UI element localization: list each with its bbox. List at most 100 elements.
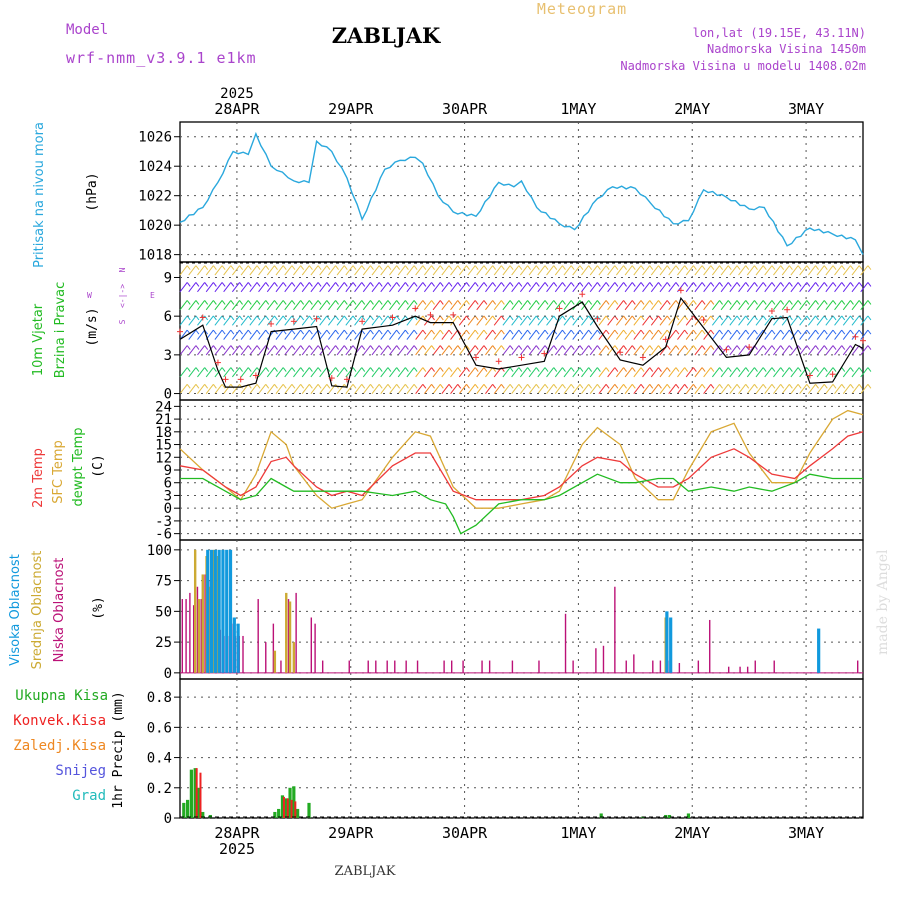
- wind-barb-flag: [823, 300, 828, 305]
- wind-barb: [738, 345, 747, 356]
- wind-barb: [223, 315, 232, 326]
- wind-barb: [668, 345, 677, 356]
- wind-barb-flag: [195, 282, 200, 287]
- wind-barb: [371, 315, 380, 326]
- wind-barb-flag: [719, 383, 723, 389]
- model-label: Model: [66, 22, 108, 38]
- wind-barb-flag: [195, 315, 200, 321]
- wind-barb: [458, 345, 467, 356]
- wind-barb: [773, 367, 782, 378]
- wind-barb: [179, 300, 188, 311]
- wind-barb: [659, 315, 668, 326]
- wind-barb-flag: [343, 345, 348, 350]
- wind-barb: [415, 329, 424, 340]
- wind-barb: [188, 329, 197, 340]
- y-tick-label: 18: [155, 425, 172, 441]
- wind-barb: [441, 367, 450, 378]
- wind-barb: [362, 367, 371, 378]
- wind-barb: [319, 300, 328, 311]
- wind-barb-flag: [570, 265, 575, 270]
- wind-barb-flag: [570, 329, 575, 335]
- wind-barb-flag: [265, 315, 270, 321]
- wind-barb-flag: [186, 300, 191, 305]
- wind-barb: [519, 265, 528, 276]
- wind-barb: [380, 300, 389, 311]
- cloud-bar: [201, 574, 204, 673]
- wind-barb-flag: [736, 282, 741, 287]
- wind-barb: [493, 265, 502, 276]
- panel-frames: [179, 121, 864, 819]
- wind-barb: [205, 300, 214, 311]
- wind-barb-flag: [509, 282, 514, 287]
- wind-barb: [188, 345, 197, 356]
- wind-barb: [354, 315, 363, 326]
- wind-barb-flag: [570, 345, 575, 350]
- wind-barb: [214, 300, 223, 311]
- wind-barb: [362, 315, 371, 326]
- wind-barb: [581, 265, 590, 276]
- wind-barb-flag: [710, 383, 715, 389]
- wind-barb: [519, 367, 528, 378]
- wind-barb-flag: [701, 383, 706, 389]
- wind-barb: [214, 329, 223, 340]
- wind-barb-flag: [806, 315, 811, 321]
- wind-barb-flag: [588, 282, 593, 287]
- wind-barb: [458, 300, 467, 311]
- wind-barb: [223, 329, 232, 340]
- wind-barb-flag: [605, 315, 610, 321]
- wind-barb-flag: [867, 383, 872, 389]
- wind-barb: [519, 300, 528, 311]
- wind-barb: [851, 383, 860, 394]
- sfc-temp-line: [179, 409, 864, 509]
- wind-barb-flag: [466, 265, 470, 270]
- wind-barb: [467, 315, 476, 326]
- wind-barb-flag: [588, 367, 593, 372]
- wind-barb: [354, 367, 363, 378]
- wind-barb-flag: [745, 282, 750, 287]
- wind-barb: [668, 383, 677, 394]
- wind-barb-flag: [649, 282, 654, 287]
- precip-conv-bar: [286, 798, 289, 818]
- wind-barb: [860, 367, 869, 378]
- wind-barb: [423, 367, 432, 378]
- wind-barb-flag: [631, 282, 636, 287]
- wind-barb: [511, 265, 520, 276]
- wind-barb: [406, 282, 415, 293]
- wind-barb-flag: [291, 367, 296, 372]
- wind-barb: [572, 315, 581, 326]
- wind-barb-flag: [186, 367, 191, 372]
- wind-barb-flag: [370, 329, 374, 335]
- wind-barb-flag: [352, 315, 357, 321]
- wind-barb-flag: [343, 282, 348, 287]
- wind-barb-flag: [736, 329, 741, 335]
- wind-barb: [511, 383, 520, 394]
- wind-barb-flag: [308, 315, 313, 321]
- wind-barb: [755, 282, 764, 293]
- wind-barb-flag: [431, 345, 435, 350]
- bottom-day-label: 29APR: [328, 824, 374, 842]
- wind-barb: [197, 345, 206, 356]
- wind-barb-flag: [239, 329, 243, 335]
- wind-barb: [319, 265, 328, 276]
- wind-barb-flag: [457, 367, 462, 372]
- wind-barb-flag: [596, 383, 601, 389]
- wind-barb: [345, 315, 354, 326]
- wind-barb: [738, 315, 747, 326]
- wind-unit: (m/s): [85, 307, 100, 346]
- wind-barb-flag: [300, 367, 305, 372]
- wind-barb: [773, 383, 782, 394]
- y-tick-label: 0: [164, 387, 172, 403]
- wind-barb: [249, 282, 258, 293]
- cloud-bar: [614, 586, 616, 673]
- wind-barb: [188, 367, 197, 378]
- wind-barb-flag: [640, 300, 645, 305]
- wind-barb: [502, 282, 511, 293]
- wind-barb: [327, 282, 336, 293]
- wind-barb: [790, 265, 799, 276]
- wind-barb: [764, 300, 773, 311]
- wind-barb: [493, 383, 502, 394]
- wind-barb-flag: [797, 367, 802, 372]
- wind-barb: [345, 282, 354, 293]
- wind-barb: [240, 367, 249, 378]
- cloud-bar: [386, 660, 388, 673]
